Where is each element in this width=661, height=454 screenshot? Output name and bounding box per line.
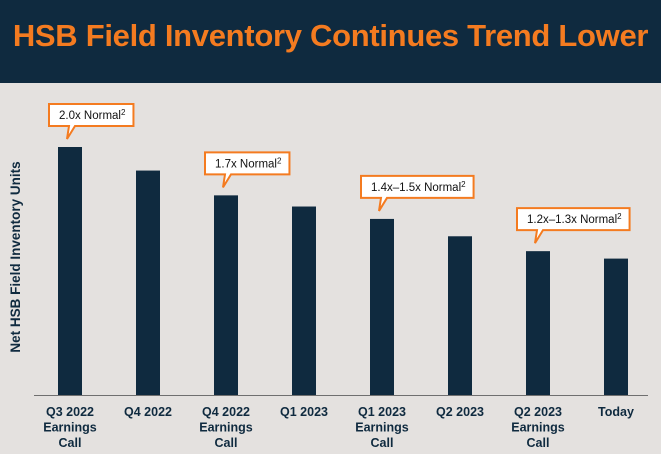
callout-box bbox=[204, 151, 291, 188]
page-title: HSB Field Inventory Continues Trend Lowe… bbox=[12, 18, 649, 53]
callout: 1.2x–1.3x Normal2 bbox=[516, 207, 631, 244]
x-tick-label: Q2 2023 Earnings Call bbox=[511, 405, 565, 450]
bar bbox=[136, 170, 160, 395]
callout-box bbox=[516, 207, 631, 244]
callout-box bbox=[360, 174, 475, 212]
x-tick-label: Q1 2023 Earnings Call bbox=[355, 405, 409, 450]
bar-chart: Q3 2022 Earnings Call Q4 2022 Q4 2022 Earning… bbox=[34, 103, 648, 450]
x-tick-label: Today bbox=[598, 405, 634, 419]
x-tick-label: Q3 2022 Earnings Call bbox=[43, 405, 97, 450]
bar bbox=[58, 147, 82, 395]
x-tick-label: Q4 2022 bbox=[124, 405, 172, 419]
title-banner: HSB Field Inventory Continues Trend Lowe… bbox=[0, 0, 661, 83]
bar bbox=[526, 251, 550, 395]
bar bbox=[370, 218, 394, 395]
callout: 1.7x Normal2 bbox=[204, 151, 291, 188]
callout-label: 1.4x–1.5x Normal2 bbox=[371, 180, 466, 194]
callout-label: 2.0x Normal2 bbox=[59, 108, 126, 122]
callout: 1.4x–1.5x Normal2 bbox=[360, 174, 475, 212]
callout-label: 1.2x–1.3x Normal2 bbox=[527, 212, 622, 226]
x-tick-label: Q2 2023 bbox=[436, 405, 484, 419]
bar bbox=[214, 195, 238, 395]
callout-box bbox=[48, 103, 135, 140]
x-tick-label: Q4 2022 Earnings Call bbox=[199, 405, 253, 450]
callout-label: 1.7x Normal2 bbox=[215, 156, 282, 170]
bar bbox=[448, 236, 472, 395]
x-tick-label: Q1 2023 bbox=[280, 405, 328, 419]
bar bbox=[292, 206, 316, 395]
bar bbox=[604, 258, 628, 395]
callout: 2.0x Normal2 bbox=[48, 103, 135, 140]
